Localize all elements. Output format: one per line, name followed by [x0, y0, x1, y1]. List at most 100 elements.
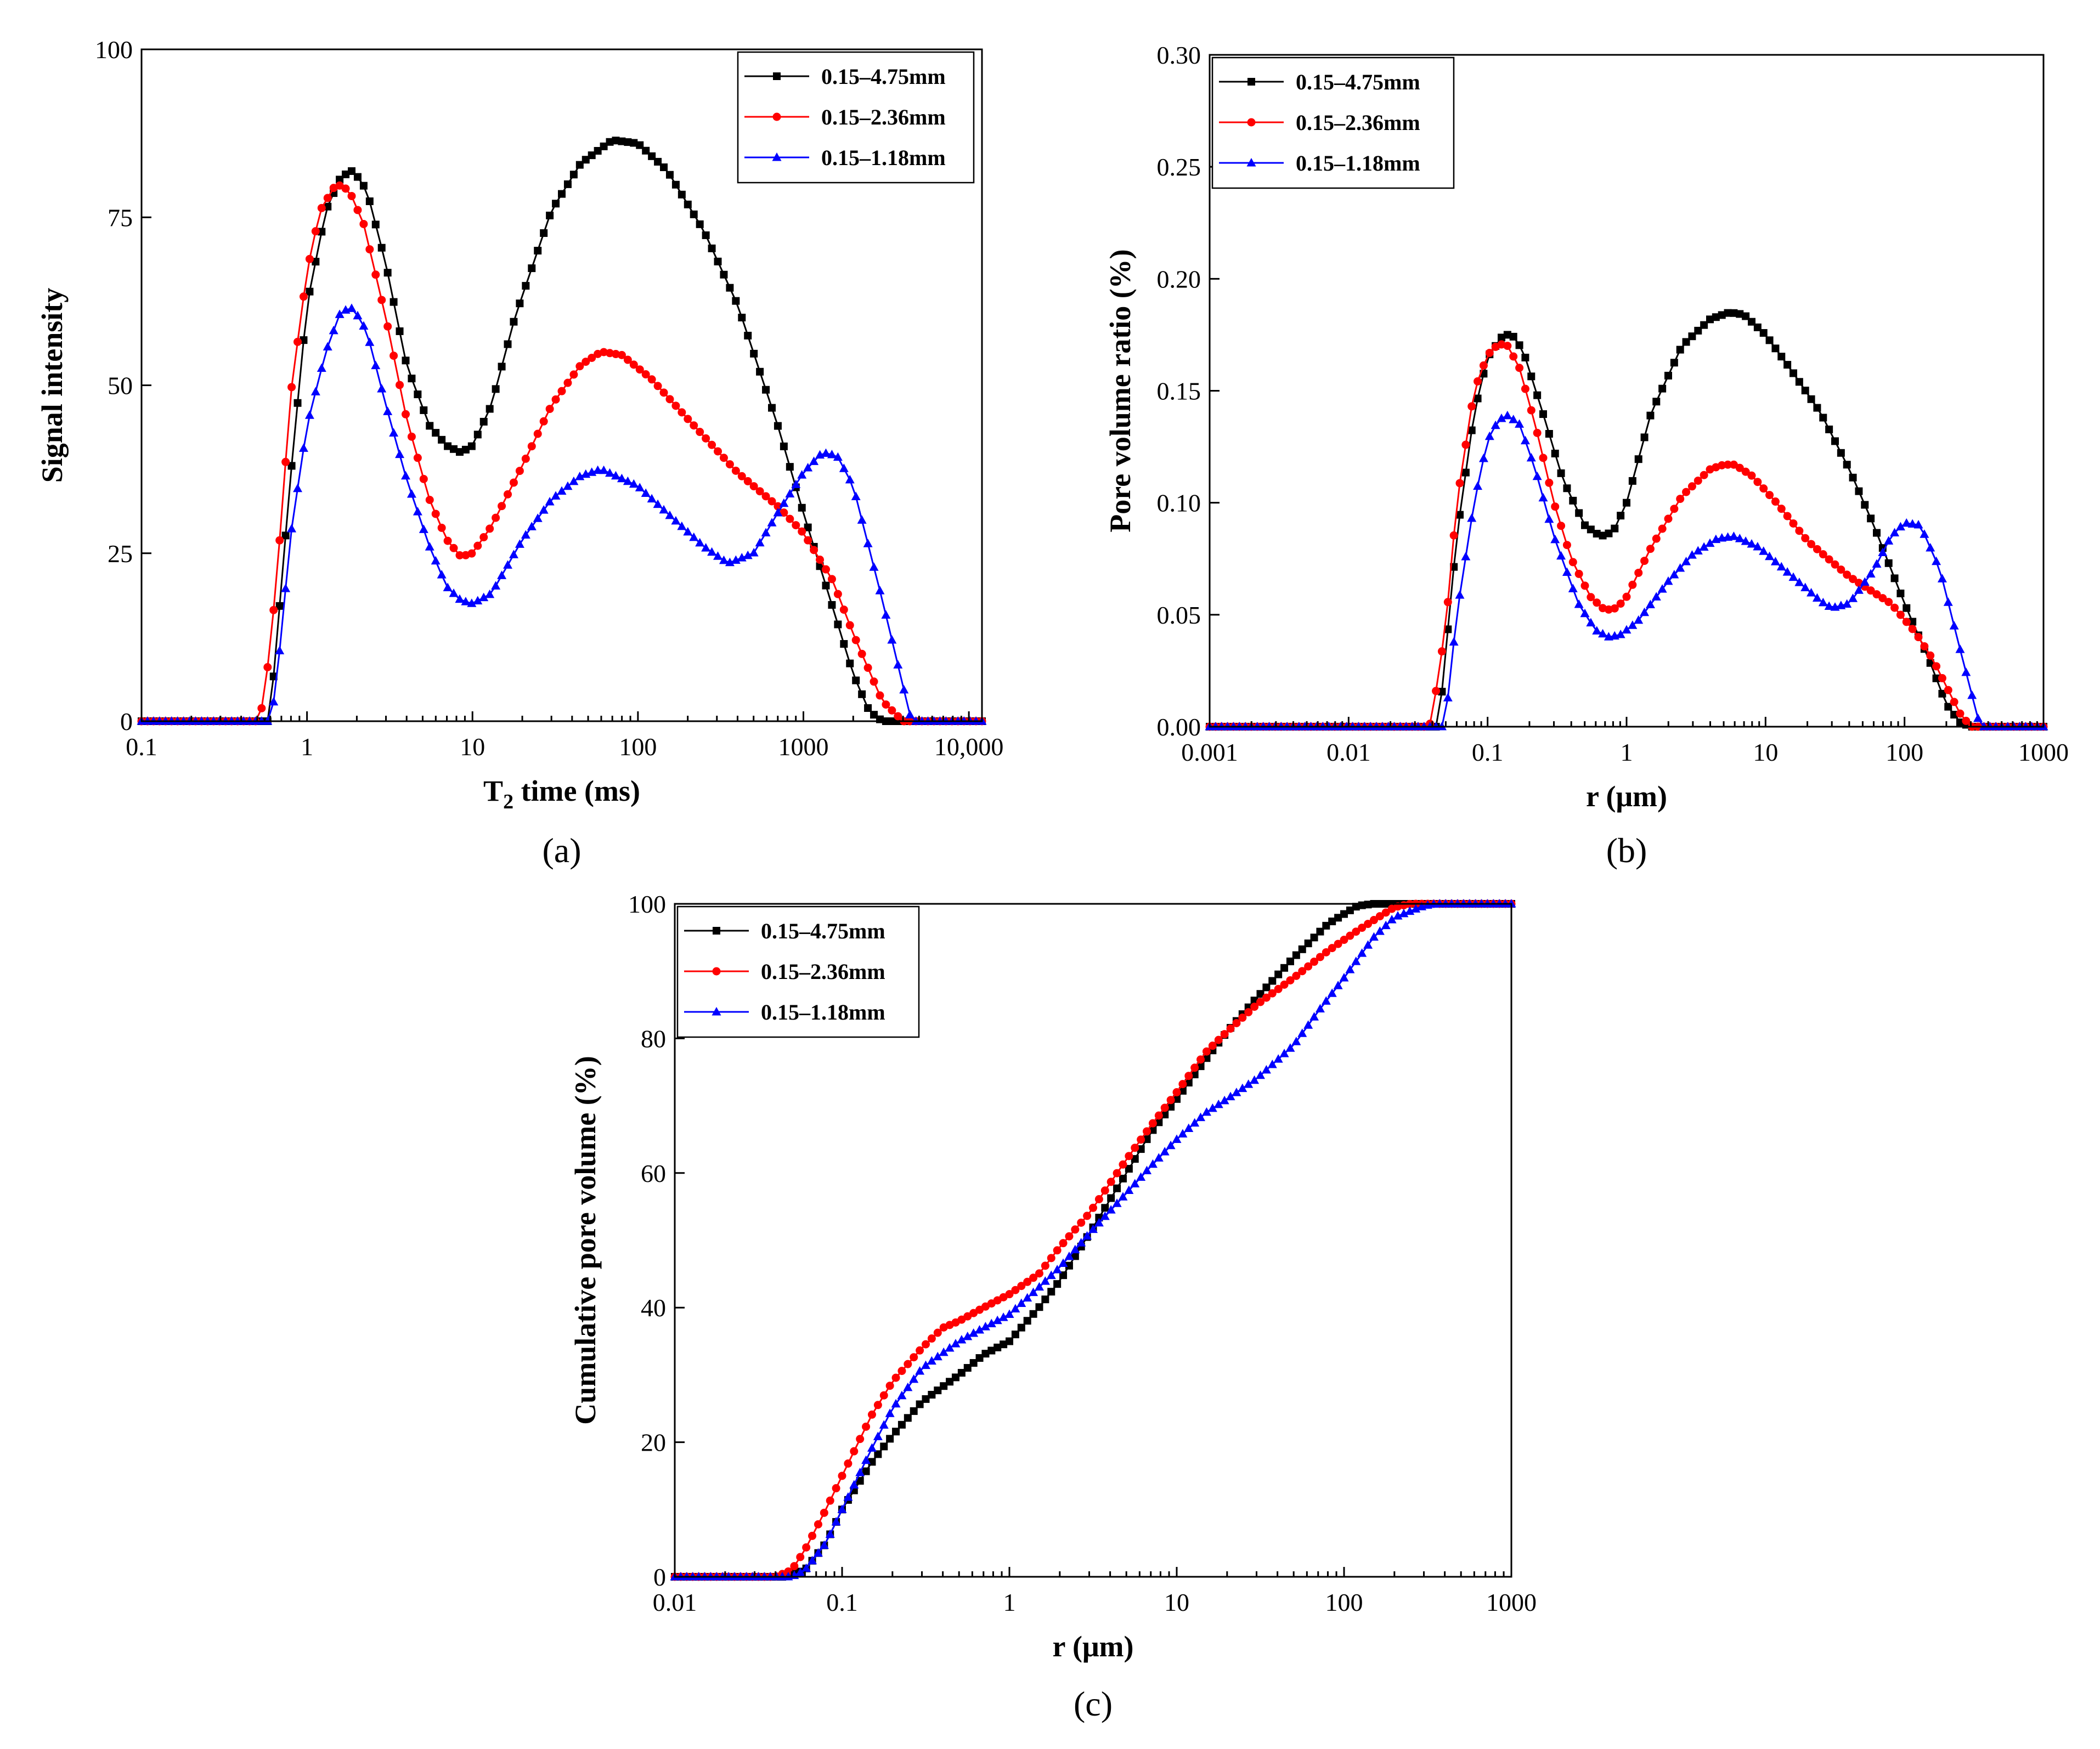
data-point — [1759, 484, 1768, 493]
data-point — [1681, 557, 1691, 565]
data-point — [897, 1367, 906, 1376]
data-point — [1328, 918, 1336, 926]
data-point — [552, 200, 560, 208]
data-point — [886, 1435, 894, 1443]
data-point — [365, 245, 374, 254]
data-point — [1244, 1079, 1254, 1088]
data-point — [1112, 1198, 1122, 1207]
data-point — [1167, 1102, 1175, 1111]
data-point — [527, 522, 537, 530]
data-point — [1521, 353, 1529, 361]
data-point — [737, 472, 746, 480]
data-point — [1101, 1204, 1109, 1212]
data-point — [1190, 1063, 1199, 1072]
data-point — [1357, 948, 1367, 957]
data-point — [1118, 1192, 1128, 1201]
data-point — [816, 556, 825, 564]
data-point — [1872, 590, 1881, 599]
data-point — [1387, 915, 1397, 924]
data-point — [557, 486, 567, 495]
data-point — [1533, 391, 1542, 399]
data-point — [1268, 977, 1277, 985]
data-point — [558, 190, 566, 198]
data-point — [306, 287, 314, 296]
data-point — [1094, 1195, 1103, 1203]
data-point — [1848, 593, 1858, 602]
data-point — [510, 318, 518, 326]
data-point — [862, 1467, 870, 1475]
x-tick-label: 1 — [301, 733, 313, 761]
data-point — [365, 197, 374, 205]
data-point — [1896, 590, 1905, 598]
data-point — [1053, 1280, 1062, 1288]
data-point — [1616, 630, 1625, 638]
data-point — [575, 161, 584, 169]
panel-label: (c) — [1074, 1684, 1113, 1723]
data-point — [599, 465, 609, 474]
data-point — [1285, 1043, 1295, 1052]
data-point — [1256, 998, 1264, 1006]
data-point — [833, 590, 842, 598]
data-point — [1926, 542, 1935, 552]
data-point — [642, 146, 650, 155]
series-markers-3 — [1205, 410, 2048, 731]
data-point — [311, 387, 320, 395]
data-point — [1736, 310, 1744, 318]
data-point — [1675, 563, 1685, 572]
data-point — [1872, 559, 1882, 568]
data-point — [515, 539, 524, 548]
data-point — [1729, 531, 1738, 540]
data-point — [981, 1350, 990, 1358]
data-point — [1550, 534, 1560, 544]
data-point — [1563, 484, 1571, 493]
data-point — [846, 659, 854, 667]
y-tick-label: 0.20 — [1157, 265, 1201, 293]
data-point — [1298, 967, 1307, 976]
data-point — [856, 1477, 864, 1485]
data-point — [1449, 637, 1459, 646]
data-point — [269, 697, 279, 706]
data-point — [933, 1328, 942, 1337]
data-point — [1718, 311, 1726, 319]
data-point — [551, 491, 561, 500]
data-point — [963, 1331, 973, 1340]
data-point — [1011, 1331, 1019, 1339]
data-point — [683, 527, 693, 536]
chart-panel-c: 0 20 40 60 80 100 0.01 0.1 1 10 100 1000 r (μm) Cumul… — [569, 890, 1537, 1723]
data-point — [1574, 569, 1583, 578]
data-point — [540, 229, 548, 237]
data-point — [1765, 336, 1774, 344]
data-point — [1226, 1024, 1235, 1033]
data-point — [1682, 338, 1690, 346]
data-point — [1873, 529, 1881, 537]
data-point — [1047, 1254, 1055, 1263]
data-point — [903, 1382, 913, 1391]
data-point — [873, 1431, 883, 1440]
data-point — [779, 498, 789, 507]
data-point — [1961, 667, 1971, 676]
data-point — [802, 1543, 811, 1552]
data-point — [1884, 536, 1894, 545]
data-point — [1303, 1020, 1313, 1029]
data-point — [455, 551, 464, 559]
data-point — [821, 448, 831, 457]
data-point — [1160, 1103, 1169, 1112]
data-point — [1843, 570, 1851, 579]
data-point — [1232, 1088, 1241, 1096]
data-point — [1527, 406, 1536, 415]
data-point — [1831, 560, 1839, 569]
data-point — [365, 337, 375, 346]
data-point — [1515, 419, 1525, 428]
data-point — [755, 537, 765, 547]
data-point — [401, 410, 410, 418]
x-tick-label: 10 — [460, 733, 485, 761]
data-point — [1812, 593, 1822, 602]
data-point — [443, 582, 453, 592]
y-tick-label: 25 — [108, 540, 133, 568]
data-point — [1669, 569, 1679, 579]
data-point — [852, 676, 860, 684]
data-point — [1616, 599, 1625, 608]
data-point — [575, 362, 584, 371]
data-point — [1478, 454, 1488, 462]
data-point — [1094, 1218, 1104, 1227]
